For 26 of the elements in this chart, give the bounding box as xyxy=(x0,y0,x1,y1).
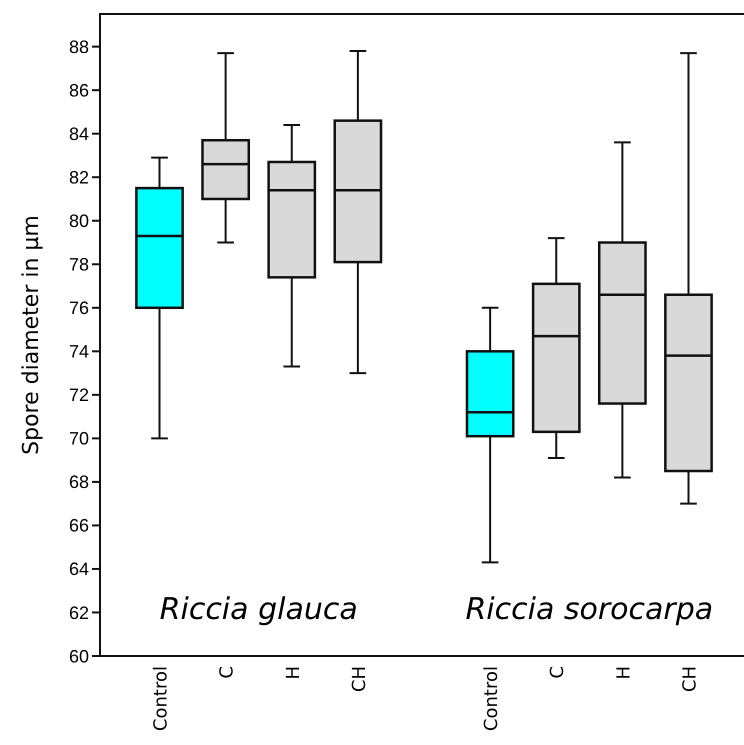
y-tick-label: 76 xyxy=(68,298,89,318)
y-tick-label: 70 xyxy=(68,428,89,449)
x-tick-label: CH xyxy=(679,666,700,692)
y-tick-label: 84 xyxy=(68,124,89,144)
x-tick-label: H xyxy=(613,666,634,680)
x-tick-label: C xyxy=(547,666,568,679)
annotation: Riccia glauca xyxy=(160,592,358,628)
x-tick-label: Control xyxy=(481,666,502,732)
y-axis-title: Spore diameter in μm xyxy=(19,215,44,455)
y-tick-label: 72 xyxy=(68,385,89,406)
x-tick-label: H xyxy=(282,666,304,680)
y-tick-label: 68 xyxy=(68,472,89,492)
y-tick-label: 60 xyxy=(68,646,89,666)
x-tick-label: CH xyxy=(348,666,370,692)
annotation: Riccia sorocarpa xyxy=(465,592,714,628)
y-tick-label: 88 xyxy=(68,36,89,57)
y-tick-label: 80 xyxy=(68,211,89,232)
y-tick-label: 78 xyxy=(68,254,89,275)
x-tick-label: C xyxy=(216,666,238,679)
y-tick-label: 74 xyxy=(68,342,89,362)
y-tick-label: 62 xyxy=(68,602,89,623)
y-tick-label: 66 xyxy=(68,516,89,536)
x-tick-label: Control xyxy=(150,666,172,732)
y-tick-label: 82 xyxy=(68,168,89,188)
y-tick-label: 64 xyxy=(68,559,89,580)
y-tick-label: 86 xyxy=(68,80,89,100)
